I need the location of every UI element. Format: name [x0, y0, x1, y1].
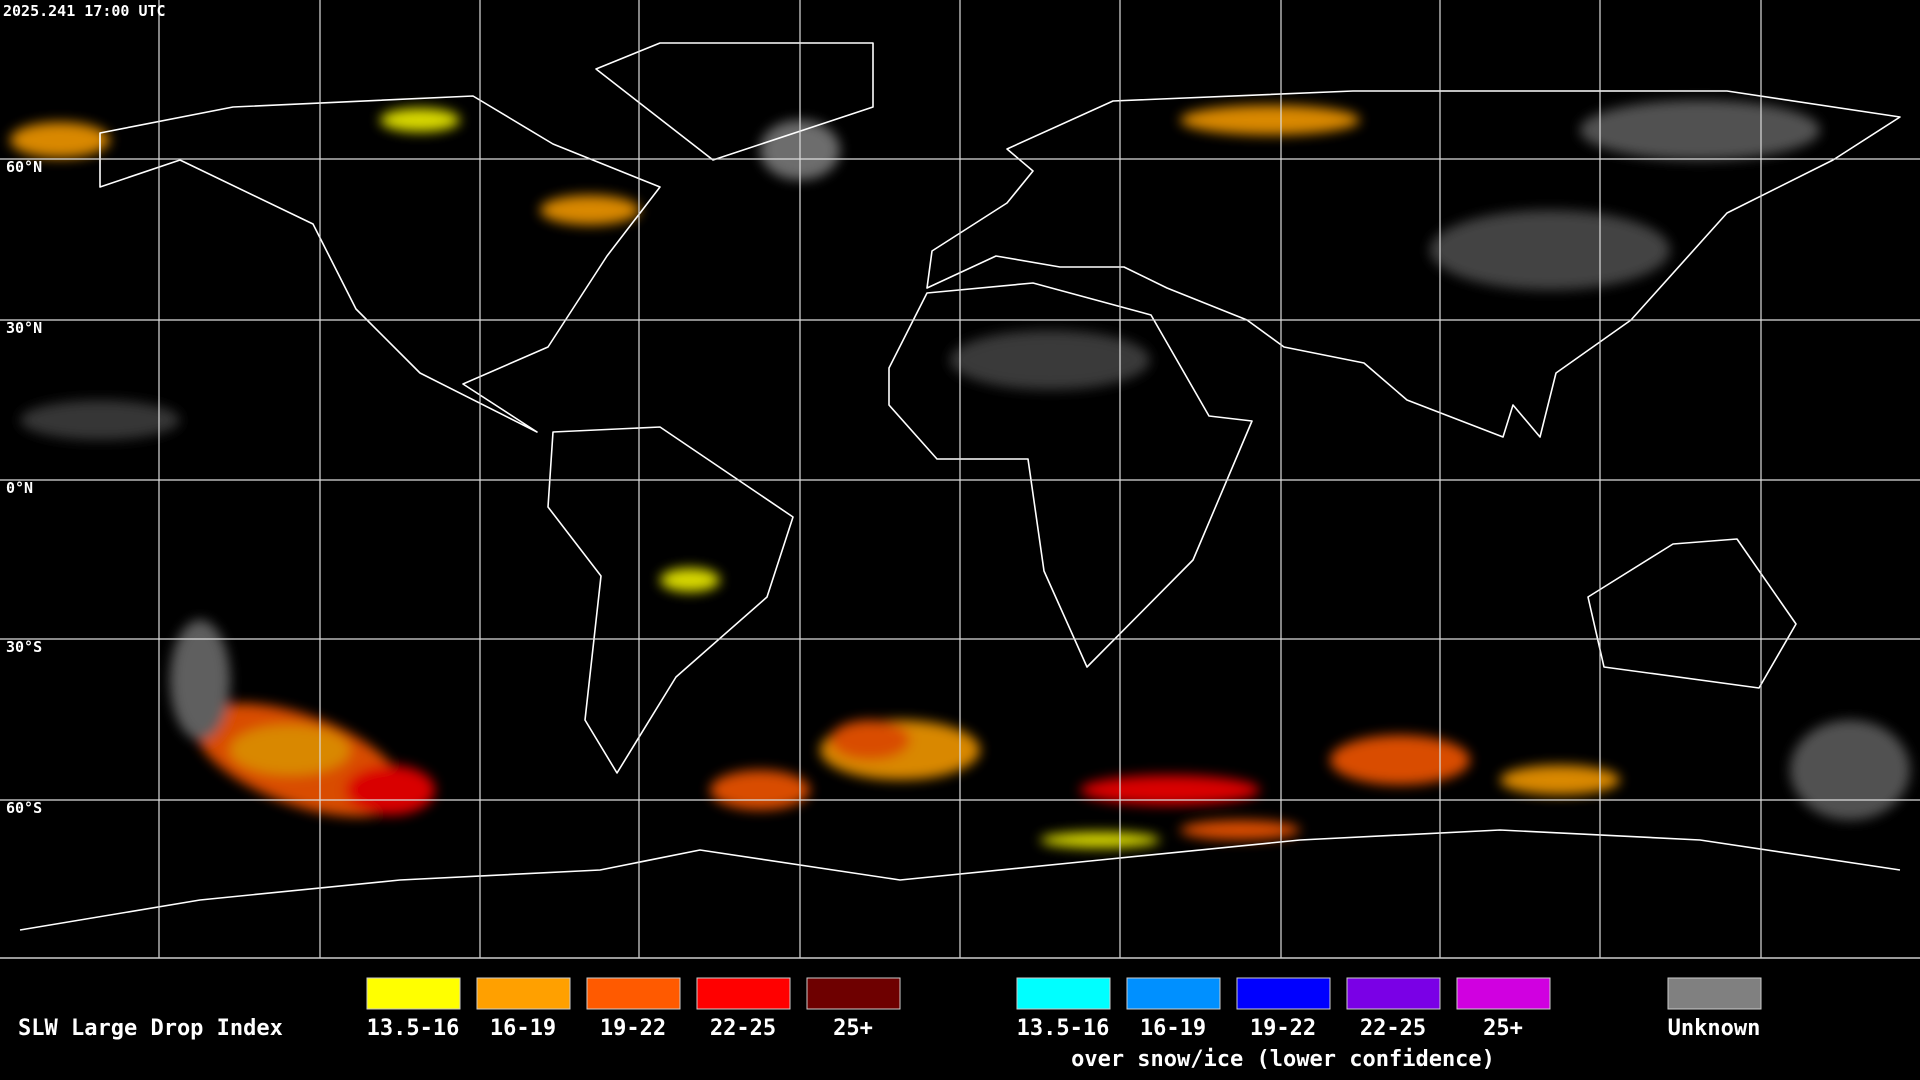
legend-label: 25+ [833, 1016, 873, 1041]
legend-label: 16-19 [1140, 1016, 1206, 1041]
legend-swatch [1016, 977, 1111, 1010]
legend-swatch [1346, 977, 1441, 1010]
graticule [0, 0, 1920, 958]
legend-label: 13.5-16 [367, 1016, 460, 1041]
legend-label: 16-19 [490, 1016, 556, 1041]
timestamp: 2025.241 17:00 UTC [3, 2, 166, 20]
legend-swatch [366, 977, 461, 1010]
snow-note: over snow/ice (lower confidence) [1071, 1047, 1495, 1072]
legend-swatch [1126, 977, 1221, 1010]
coastlines [19, 42, 1901, 931]
legend-swatch [1236, 977, 1331, 1010]
legend-label: 25+ [1483, 1016, 1523, 1041]
legend-swatch [696, 977, 791, 1010]
latitude-label: 60°S [6, 799, 42, 817]
legend-label: 19-22 [600, 1016, 666, 1041]
legend-swatch [1456, 977, 1551, 1010]
latitude-label: 0°N [6, 479, 33, 497]
legend-label: 22-25 [1360, 1016, 1426, 1041]
latitude-label: 30°S [6, 638, 42, 656]
legend-swatch [1667, 977, 1762, 1010]
legend-label: Unknown [1668, 1016, 1761, 1041]
legend-swatch [476, 977, 571, 1010]
latitude-label: 30°N [6, 319, 42, 337]
legend-title: SLW Large Drop Index [18, 1016, 283, 1041]
legend-swatch [806, 977, 901, 1010]
latitude-label: 60°N [6, 158, 42, 176]
legend-label: 22-25 [710, 1016, 776, 1041]
legend-swatch [586, 977, 681, 1010]
legend-label: 13.5-16 [1017, 1016, 1110, 1041]
legend-label: 19-22 [1250, 1016, 1316, 1041]
